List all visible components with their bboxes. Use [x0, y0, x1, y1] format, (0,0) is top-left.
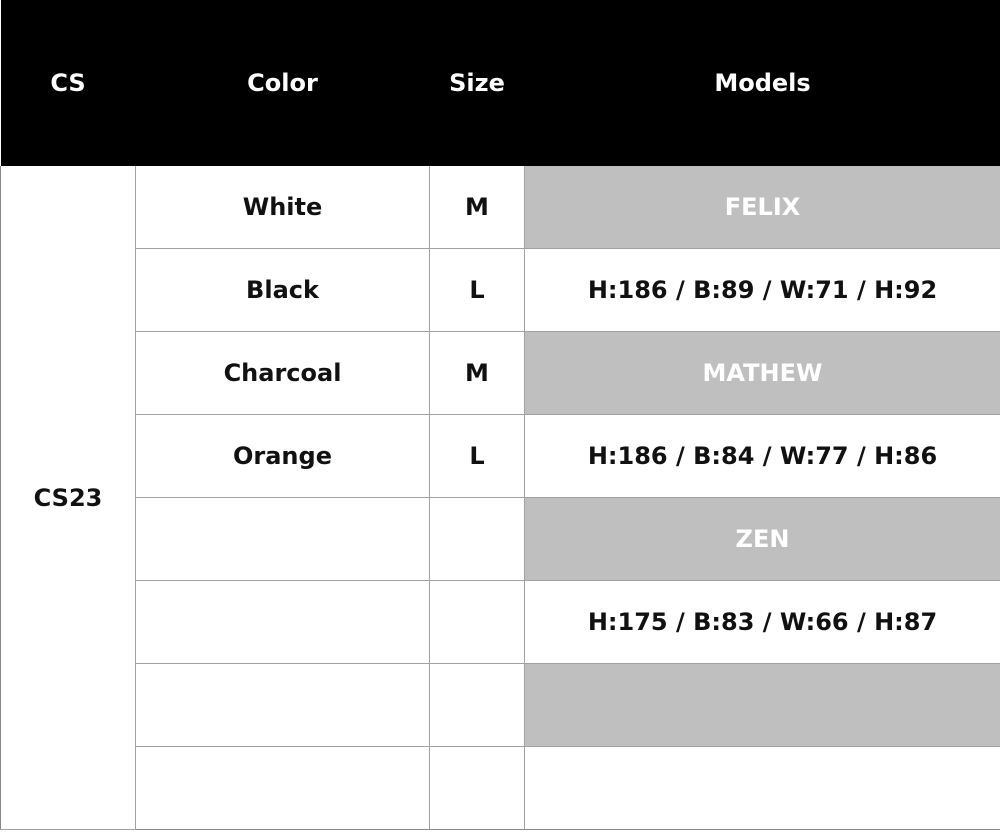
size-cell: [429, 497, 525, 581]
size-cell: L: [429, 248, 525, 332]
header-row: CS Color Size Models: [0, 0, 1000, 166]
table-row: ZEN: [1, 497, 1000, 581]
size-cell: [429, 580, 525, 664]
color-cell: Black: [135, 248, 430, 332]
models-cell: FELIX: [524, 166, 1000, 249]
color-cell: [135, 746, 430, 830]
header-color: Color: [135, 0, 430, 166]
header-cs: CS: [0, 0, 136, 166]
table-row: Black L H:186 / B:89 / W:71 / H:92: [1, 248, 1000, 332]
size-cell: M: [429, 166, 525, 249]
header-size: Size: [429, 0, 525, 166]
color-cell: Charcoal: [135, 331, 430, 415]
models-cell: H:186 / B:84 / W:77 / H:86: [524, 414, 1000, 498]
color-cell: [135, 663, 430, 747]
size-cell: M: [429, 331, 525, 415]
table-row: H:175 / B:83 / W:66 / H:87: [1, 580, 1000, 664]
models-cell: [524, 746, 1000, 830]
color-cell: Orange: [135, 414, 430, 498]
header-models: Models: [524, 0, 1000, 166]
models-cell: ZEN: [524, 497, 1000, 581]
size-cell: L: [429, 414, 525, 498]
color-cell: White: [135, 166, 430, 249]
models-cell: H:186 / B:89 / W:71 / H:92: [524, 248, 1000, 332]
models-cell: [524, 663, 1000, 747]
size-cell: [429, 663, 525, 747]
table-row: [1, 746, 1000, 830]
models-cell: MATHEW: [524, 331, 1000, 415]
table-row: [1, 663, 1000, 747]
color-cell: [135, 580, 430, 664]
color-cell: [135, 497, 430, 581]
table-row: CS23 White M FELIX: [0, 166, 1000, 830]
size-cell: [429, 746, 525, 830]
table-row: Orange L H:186 / B:84 / W:77 / H:86: [1, 414, 1000, 498]
table-row: Charcoal M MATHEW: [1, 331, 1000, 415]
cs-cell: CS23: [0, 166, 136, 830]
models-cell: H:175 / B:83 / W:66 / H:87: [524, 580, 1000, 664]
